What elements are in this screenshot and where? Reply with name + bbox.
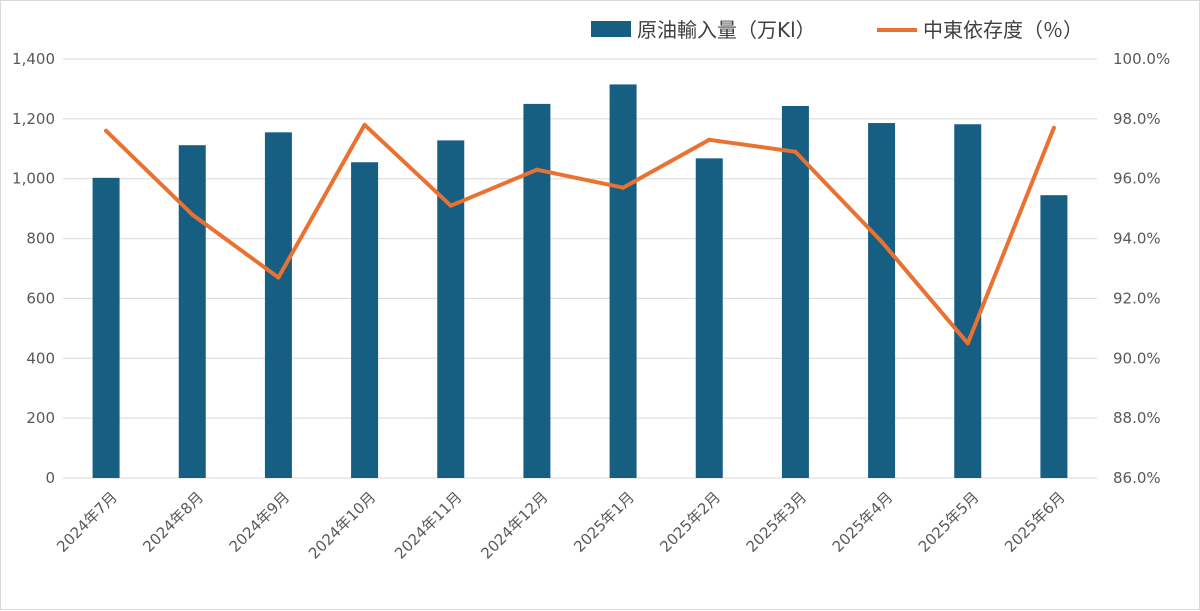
right-axis-tick-label: 94.0%	[1113, 230, 1161, 248]
x-axis-tick-label: 2025年6月	[1001, 488, 1069, 556]
x-axis: 2024年7月 2024年8月 2024年9月 2024年10月 2024年11月 202…	[53, 488, 1069, 562]
left-axis-tick-label: 1,400	[12, 50, 55, 68]
left-axis: 0 200 400 600 800 1,000 1,200 1,400	[12, 50, 55, 487]
bar-imports	[437, 140, 465, 479]
left-axis-tick-label: 800	[26, 230, 55, 248]
bar-imports	[868, 123, 896, 478]
bar-imports	[609, 84, 637, 479]
left-axis-tick-label: 600	[26, 289, 55, 307]
point-mideast-dependency	[276, 275, 281, 280]
right-axis-tick-label: 96.0%	[1113, 170, 1161, 188]
bar-imports	[178, 145, 206, 479]
x-axis-tick-label: 2024年10月	[305, 488, 379, 562]
point-mideast-dependency	[621, 185, 626, 190]
x-axis-tick-label: 2024年11月	[391, 488, 465, 562]
x-axis-tick-label: 2024年9月	[226, 488, 294, 556]
bar-imports	[1040, 195, 1068, 479]
bar-imports	[523, 103, 551, 479]
bar-imports	[695, 158, 723, 478]
right-axis-tick-label: 98.0%	[1113, 110, 1161, 128]
legend-swatch-imports	[591, 21, 631, 37]
x-axis-tick-label: 2024年8月	[139, 488, 207, 556]
point-mideast-dependency	[534, 167, 539, 172]
bar-imports	[781, 105, 809, 478]
right-axis-tick-label: 88.0%	[1113, 409, 1161, 427]
legend: 原油輸入量（万Kl） 中東依存度（％）	[591, 18, 1083, 42]
left-axis-tick-label: 1,000	[12, 170, 55, 188]
point-mideast-dependency	[879, 239, 884, 244]
bar-imports	[264, 132, 292, 478]
left-axis-tick-label: 400	[26, 349, 55, 367]
x-axis-tick-label: 2024年12月	[477, 488, 551, 562]
right-axis-tick-label: 90.0%	[1113, 349, 1161, 367]
left-axis-tick-label: 0	[45, 469, 55, 487]
point-mideast-dependency	[190, 212, 195, 217]
legend-label-imports: 原油輸入量（万Kl）	[637, 18, 816, 42]
x-axis-tick-label: 2024年7月	[53, 488, 121, 556]
point-mideast-dependency	[448, 203, 453, 208]
right-axis: 86.0% 88.0% 90.0% 92.0% 94.0% 96.0% 98.0% 100.0…	[1113, 50, 1170, 487]
bar-imports	[92, 177, 120, 479]
point-mideast-dependency	[104, 128, 109, 133]
right-axis-tick-label: 92.0%	[1113, 289, 1161, 307]
point-mideast-dependency	[1051, 125, 1056, 130]
point-mideast-dependency	[707, 137, 712, 142]
left-axis-tick-label: 1,200	[12, 110, 55, 128]
line-mideast-dependency	[104, 122, 1056, 346]
point-mideast-dependency	[362, 122, 367, 127]
right-axis-tick-label: 100.0%	[1113, 50, 1170, 68]
gridlines	[63, 58, 1097, 479]
line-series	[104, 122, 1056, 346]
point-mideast-dependency	[965, 341, 970, 346]
bar-series	[92, 84, 1068, 479]
x-axis-tick-label: 2025年5月	[915, 488, 983, 556]
left-axis-tick-label: 200	[26, 409, 55, 427]
legend-label-mideast-dependency: 中東依存度（％）	[923, 18, 1083, 42]
x-axis-tick-label: 2025年3月	[743, 488, 811, 556]
x-axis-tick-label: 2025年2月	[656, 488, 724, 556]
bar-imports	[954, 124, 982, 478]
bar-imports	[351, 162, 379, 478]
x-axis-tick-label: 2025年4月	[829, 488, 897, 556]
x-axis-tick-label: 2025年1月	[570, 488, 638, 556]
point-mideast-dependency	[793, 149, 798, 154]
right-axis-tick-label: 86.0%	[1113, 469, 1161, 487]
